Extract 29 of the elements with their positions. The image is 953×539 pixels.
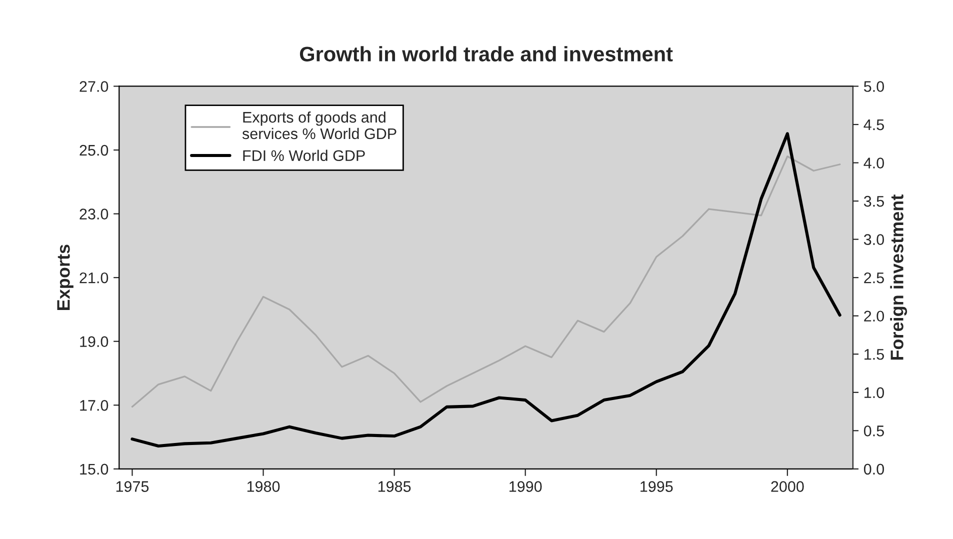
y2-tick-label: 5.0 (864, 81, 884, 92)
x-tick-label: 1990 (510, 481, 542, 492)
y2-tick-label: 0.0 (864, 464, 884, 475)
y-tick-label: 17.0 (80, 400, 108, 411)
y2-tick-label: 1.0 (864, 387, 884, 398)
y2-tick-label: 3.5 (864, 196, 884, 207)
x-tick-label: 1995 (640, 481, 673, 492)
y-tick-label: 21.0 (80, 272, 108, 284)
y2-tick-label: 0.5 (864, 426, 884, 436)
y2-tick-label: 4.5 (864, 120, 884, 130)
y-tick-label: 19.0 (80, 336, 108, 348)
y-tick-label: 15.0 (80, 464, 108, 475)
y-tick-label: 25.0 (80, 144, 108, 156)
x-tick-label: 1985 (378, 481, 411, 492)
y-axis-title: Exports (57, 244, 74, 310)
y2-tick-label: 3.0 (864, 234, 884, 245)
y2-tick-label: 2.5 (864, 272, 884, 284)
x-tick-label: 2000 (771, 481, 804, 492)
y-tick-label: 27.0 (80, 81, 108, 92)
y2-axis-title: Foreign investment (890, 194, 908, 360)
legend-label: Exports of goods and services % World GDP (242, 111, 396, 140)
y2-tick-label: 2.0 (864, 310, 884, 322)
legend-label: FDI % World GDP (243, 150, 365, 162)
y2-tick-label: 1.5 (864, 349, 884, 360)
y2-tick-label: 4.0 (864, 158, 884, 168)
chart-title: Growth in world trade and investment (300, 46, 673, 62)
x-tick-label: 1980 (247, 481, 280, 492)
y-tick-label: 23.0 (80, 208, 108, 220)
x-tick-label: 1975 (116, 481, 149, 492)
